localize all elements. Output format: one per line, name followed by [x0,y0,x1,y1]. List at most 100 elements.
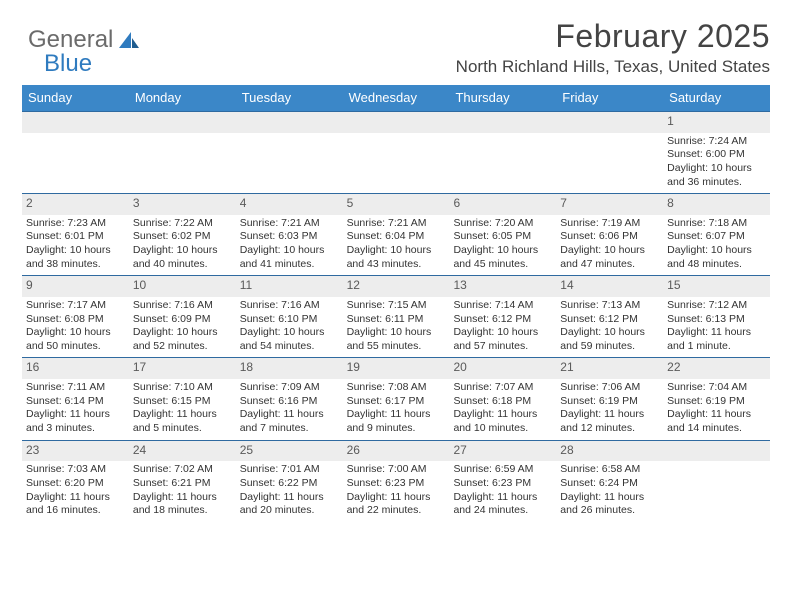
sunrise-text: Sunrise: 7:23 AM [26,217,125,231]
week-row: 9Sunrise: 7:17 AMSunset: 6:08 PMDaylight… [22,275,770,357]
day-number: 21 [556,358,663,379]
day-number [129,112,236,133]
day-body: Sunrise: 7:16 AMSunset: 6:09 PMDaylight:… [129,299,236,358]
day-cell: 6 Sunrise: 7:20 AMSunset: 6:05 PMDaylight… [449,194,556,275]
sunset-text: Sunset: 6:20 PM [26,477,125,491]
day-cell: 23Sunrise: 7:03 AMSunset: 6:20 PMDayligh… [22,441,129,522]
day-number: 6 [449,194,556,215]
logo-sail-icon [117,30,141,50]
daylight-text: Daylight: 11 hours and 5 minutes. [133,408,232,435]
daylight-text: Daylight: 10 hours and 40 minutes. [133,244,232,271]
sunset-text: Sunset: 6:16 PM [240,395,339,409]
header-tuesday: Tuesday [236,85,343,111]
day-number: 25 [236,441,343,462]
day-number: 17 [129,358,236,379]
sunset-text: Sunset: 6:18 PM [453,395,552,409]
daylight-text: Daylight: 11 hours and 26 minutes. [560,491,659,518]
day-number [236,112,343,133]
sunrise-text: Sunrise: 6:59 AM [453,463,552,477]
sunset-text: Sunset: 6:08 PM [26,313,125,327]
daylight-text: Daylight: 10 hours and 36 minutes. [667,162,766,189]
sunrise-text: Sunrise: 7:16 AM [240,299,339,313]
day-number: 15 [663,276,770,297]
day-body [236,135,343,139]
sunrise-text: Sunrise: 7:06 AM [560,381,659,395]
header-friday: Friday [556,85,663,111]
sunrise-text: Sunrise: 6:58 AM [560,463,659,477]
day-cell: 26Sunrise: 7:00 AMSunset: 6:23 PMDayligh… [343,441,450,522]
sunset-text: Sunset: 6:02 PM [133,230,232,244]
daylight-text: Daylight: 10 hours and 38 minutes. [26,244,125,271]
sunrise-text: Sunrise: 7:21 AM [240,217,339,231]
day-body [343,135,450,139]
sunrise-text: Sunrise: 7:00 AM [347,463,446,477]
day-cell: 17Sunrise: 7:10 AMSunset: 6:15 PMDayligh… [129,358,236,439]
day-body [22,135,129,139]
day-cell: 10Sunrise: 7:16 AMSunset: 6:09 PMDayligh… [129,276,236,357]
daylight-text: Daylight: 11 hours and 16 minutes. [26,491,125,518]
daylight-text: Daylight: 10 hours and 45 minutes. [453,244,552,271]
day-body: Sunrise: 7:00 AMSunset: 6:23 PMDaylight:… [343,463,450,522]
sunrise-text: Sunrise: 7:02 AM [133,463,232,477]
sunset-text: Sunset: 6:01 PM [26,230,125,244]
sunrise-text: Sunrise: 7:07 AM [453,381,552,395]
day-body: Sunrise: 7:15 AMSunset: 6:11 PMDaylight:… [343,299,450,358]
day-number: 14 [556,276,663,297]
day-number: 24 [129,441,236,462]
day-body: Sunrise: 7:09 AMSunset: 6:16 PMDaylight:… [236,381,343,440]
day-cell: 22Sunrise: 7:04 AMSunset: 6:19 PMDayligh… [663,358,770,439]
day-body: Sunrise: 7:22 AMSunset: 6:02 PMDaylight:… [129,217,236,276]
day-cell: 20Sunrise: 7:07 AMSunset: 6:18 PMDayligh… [449,358,556,439]
logo-word-blue: Blue [44,50,92,78]
sunset-text: Sunset: 6:23 PM [347,477,446,491]
day-number: 18 [236,358,343,379]
sunset-text: Sunset: 6:05 PM [453,230,552,244]
day-cell: 4Sunrise: 7:21 AMSunset: 6:03 PMDaylight… [236,194,343,275]
sunset-text: Sunset: 6:04 PM [347,230,446,244]
daylight-text: Daylight: 11 hours and 3 minutes. [26,408,125,435]
day-body: Sunrise: 7:16 AMSunset: 6:10 PMDaylight:… [236,299,343,358]
day-body [129,135,236,139]
sunrise-text: Sunrise: 7:15 AM [347,299,446,313]
header-sunday: Sunday [22,85,129,111]
sunrise-text: Sunrise: 7:14 AM [453,299,552,313]
day-number [343,112,450,133]
sunrise-text: Sunrise: 7:21 AM [347,217,446,231]
weeks-container: 1Sunrise: 7:24 AMSunset: 6:00 PMDaylight… [22,111,770,522]
day-cell: 24Sunrise: 7:02 AMSunset: 6:21 PMDayligh… [129,441,236,522]
day-cell: 27Sunrise: 6:59 AMSunset: 6:23 PMDayligh… [449,441,556,522]
sunset-text: Sunset: 6:12 PM [560,313,659,327]
day-body [663,463,770,467]
day-number: 3 [129,194,236,215]
day-cell: 8Sunrise: 7:18 AMSunset: 6:07 PMDaylight… [663,194,770,275]
sunrise-text: Sunrise: 7:20 AM [453,217,552,231]
sunset-text: Sunset: 6:13 PM [667,313,766,327]
sunrise-text: Sunrise: 7:18 AM [667,217,766,231]
header-saturday: Saturday [663,85,770,111]
day-cell: 28Sunrise: 6:58 AMSunset: 6:24 PMDayligh… [556,441,663,522]
sunset-text: Sunset: 6:24 PM [560,477,659,491]
day-cell: 9Sunrise: 7:17 AMSunset: 6:08 PMDaylight… [22,276,129,357]
day-number: 12 [343,276,450,297]
day-cell: 3Sunrise: 7:22 AMSunset: 6:02 PMDaylight… [129,194,236,275]
day-cell: 7Sunrise: 7:19 AMSunset: 6:06 PMDaylight… [556,194,663,275]
day-number: 13 [449,276,556,297]
sunset-text: Sunset: 6:19 PM [560,395,659,409]
day-number [22,112,129,133]
day-body: Sunrise: 7:21 AMSunset: 6:04 PMDaylight:… [343,217,450,276]
day-number: 8 [663,194,770,215]
day-number: 20 [449,358,556,379]
day-number: 10 [129,276,236,297]
day-body: Sunrise: 7:18 AMSunset: 6:07 PMDaylight:… [663,217,770,276]
day-body: Sunrise: 7:24 AMSunset: 6:00 PMDaylight:… [663,135,770,194]
day-number: 4 [236,194,343,215]
day-cell: 1Sunrise: 7:24 AMSunset: 6:00 PMDaylight… [663,112,770,193]
day-body: Sunrise: 7:11 AMSunset: 6:14 PMDaylight:… [22,381,129,440]
day-cell: 14Sunrise: 7:13 AMSunset: 6:12 PMDayligh… [556,276,663,357]
day-body: Sunrise: 6:58 AMSunset: 6:24 PMDaylight:… [556,463,663,522]
day-body: Sunrise: 7:03 AMSunset: 6:20 PMDaylight:… [22,463,129,522]
sunrise-text: Sunrise: 7:11 AM [26,381,125,395]
sunrise-text: Sunrise: 7:17 AM [26,299,125,313]
daylight-text: Daylight: 10 hours and 55 minutes. [347,326,446,353]
day-number: 23 [22,441,129,462]
